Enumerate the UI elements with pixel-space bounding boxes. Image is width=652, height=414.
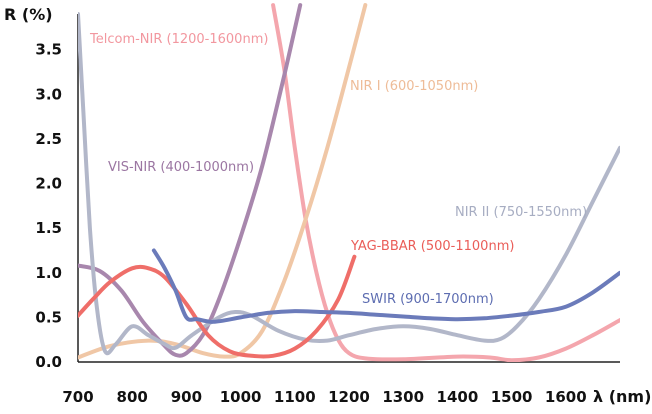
series-line-vis-nir (78, 3, 303, 358)
x-tick-label: 700 (62, 388, 93, 406)
y-tick-label: 0.5 (35, 308, 62, 326)
x-tick-label: 900 (171, 388, 202, 406)
y-axis-label: R (%) (4, 5, 53, 24)
y-tick-label: 0.0 (35, 353, 62, 371)
series-line-nir-i (78, 3, 368, 360)
series-labels: Telcom-NIR (1200-1600nm) NIR I (600-1050n… (89, 32, 587, 307)
series-lines (78, 3, 620, 362)
y-tick-label: 1.0 (35, 264, 62, 282)
y-tick-label: 2.0 (35, 175, 62, 193)
x-axis-label: λ (nm) (593, 387, 651, 406)
series-label-nir-ii: NIR II (750-1550nm) (455, 205, 587, 220)
x-tick-label: 1600 (545, 388, 587, 406)
series-line-nir-ii (78, 12, 620, 356)
y-tick-labels: 0.0 0.5 1.0 1.5 2.0 2.5 3.0 3.5 (35, 41, 62, 371)
x-tick-label: 1300 (382, 388, 424, 406)
x-tick-label: 1400 (437, 388, 479, 406)
series-line-swir (151, 248, 620, 324)
series-label-telcom-nir: Telcom-NIR (1200-1600nm) (89, 32, 268, 47)
x-tick-labels: 700 800 900 1000 1100 1200 1300 1400 1500 1600 (62, 388, 586, 406)
series-label-vis-nir: VIS-NIR (400-1000nm) (108, 160, 254, 175)
x-tick-label: 1100 (274, 388, 316, 406)
x-tick-label: 1500 (491, 388, 533, 406)
series-line-yag-bbar (78, 254, 357, 359)
series-label-swir: SWIR (900-1700nm) (362, 292, 494, 307)
series-label-yag-bbar: YAG-BBAR (500-1100nm) (350, 239, 514, 254)
series-label-nir-i: NIR I (600-1050nm) (350, 79, 478, 94)
axes (77, 14, 620, 363)
x-tick-label: 800 (117, 388, 148, 406)
y-tick-label: 1.5 (35, 219, 62, 237)
x-tick-label: 1000 (220, 388, 262, 406)
y-tick-label: 3.0 (35, 85, 62, 103)
series-line-telcom-nir (271, 3, 620, 362)
x-tick-label: 1200 (328, 388, 370, 406)
y-tick-label: 3.5 (35, 41, 62, 59)
y-tick-label: 2.5 (35, 130, 62, 148)
